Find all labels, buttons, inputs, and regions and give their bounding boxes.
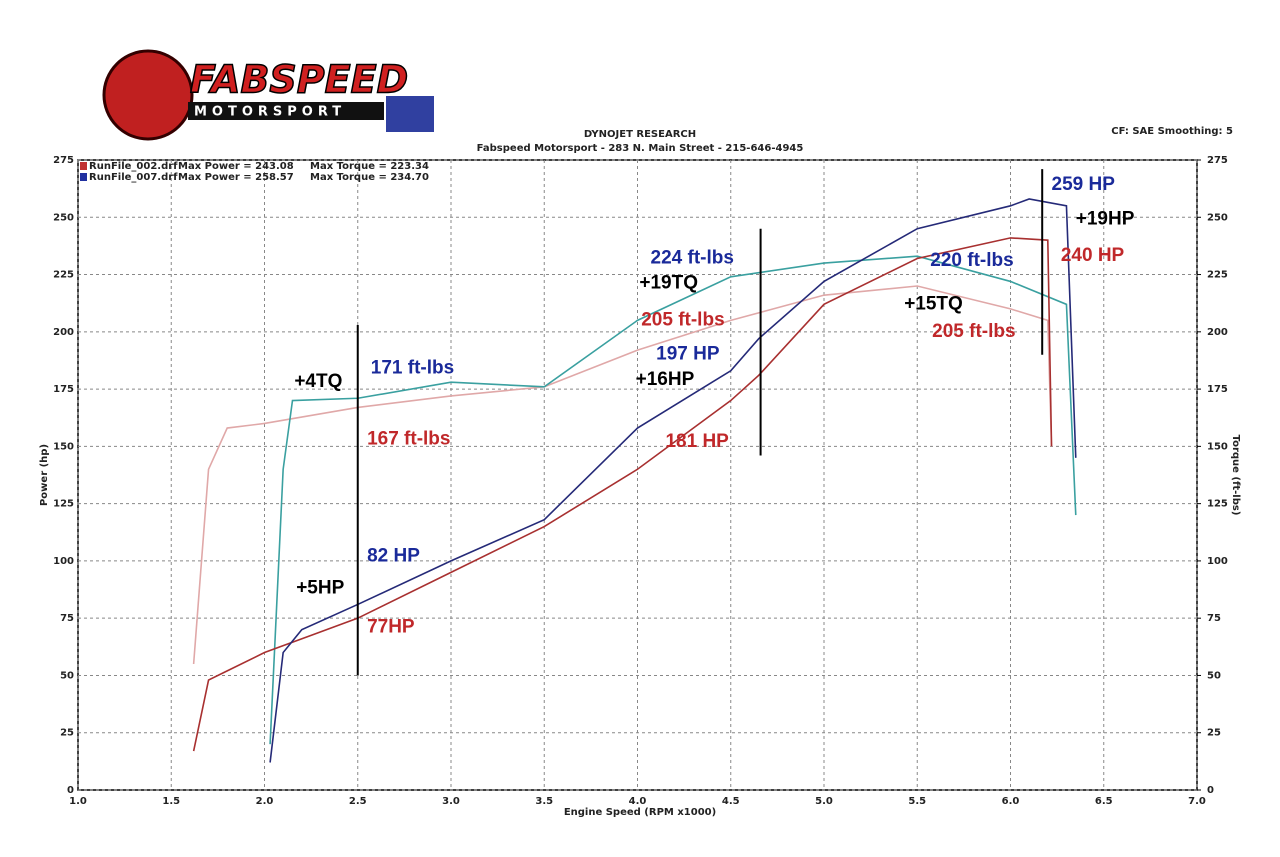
x-tick-label: 3.5 — [535, 796, 553, 807]
y-tick-label: 150 — [53, 441, 74, 452]
subheader: Fabspeed Motorsport - 283 N. Main Street… — [477, 143, 804, 154]
x-tick-label: 4.5 — [722, 796, 740, 807]
legend-swatch — [80, 162, 87, 170]
annotation: 205 ft-lbs — [932, 321, 1015, 342]
y-tick-label: 50 — [60, 670, 74, 681]
legend-power: Max Power = 258.57 — [178, 172, 294, 183]
annotation: 82 HP — [367, 545, 420, 566]
y-axis-label: Power (hp) — [39, 444, 50, 506]
annotation: 181 HP — [665, 431, 729, 452]
x-tick-label: 3.0 — [442, 796, 460, 807]
x-tick-label: 7.0 — [1188, 796, 1206, 807]
y-tick-label: 100 — [53, 556, 74, 567]
logo-flag — [386, 96, 434, 132]
x-tick-label: 2.0 — [256, 796, 274, 807]
legend-swatch — [80, 173, 87, 181]
series-line — [192, 237, 1053, 752]
x-tick-label: 2.5 — [349, 796, 367, 807]
logo: FABSPEED MOTORSPORT — [102, 49, 434, 141]
annotation: 197 HP — [656, 344, 720, 365]
y2-tick-label: 25 — [1207, 728, 1221, 739]
series-line — [269, 198, 1077, 763]
x-tick-label: 5.0 — [815, 796, 833, 807]
logo-sub: MOTORSPORT — [194, 105, 346, 120]
y-tick-label: 25 — [60, 728, 74, 739]
y2-tick-label: 100 — [1207, 556, 1228, 567]
header: DYNOJET RESEARCH — [584, 129, 696, 140]
series-line — [192, 285, 1053, 665]
y2-tick-label: 150 — [1207, 441, 1228, 452]
y2-tick-label: 200 — [1207, 327, 1228, 338]
x-tick-label: 1.5 — [162, 796, 180, 807]
y2-tick-label: 175 — [1207, 384, 1228, 395]
y2-tick-label: 225 — [1207, 270, 1228, 281]
x-tick-label: 5.5 — [908, 796, 926, 807]
y2-tick-label: 250 — [1207, 212, 1228, 223]
legend-torque: Max Torque = 223.34 — [310, 161, 429, 172]
y-tick-label: 75 — [60, 613, 74, 624]
y2-tick-label: 0 — [1207, 785, 1214, 796]
y-tick-label: 175 — [53, 384, 74, 395]
y2-tick-label: 75 — [1207, 613, 1221, 624]
y-tick-label: 125 — [53, 499, 74, 510]
y2-tick-label: 50 — [1207, 670, 1221, 681]
annotation: 259 HP — [1052, 174, 1116, 195]
x-tick-label: 6.5 — [1095, 796, 1113, 807]
legend-torque: Max Torque = 234.70 — [310, 172, 429, 183]
annotation: +15TQ — [904, 293, 963, 314]
x-tick-label: 1.0 — [69, 796, 87, 807]
y2-tick-label: 125 — [1207, 499, 1228, 510]
annotation: +19HP — [1076, 209, 1135, 230]
y-tick-label: 0 — [67, 785, 74, 796]
y-tick-label: 200 — [53, 327, 74, 338]
annotation: +16HP — [636, 369, 695, 390]
y2-axis-label: Torque (ft-lbs) — [1230, 435, 1241, 516]
y-tick-label: 225 — [53, 270, 74, 281]
annotation: 220 ft-lbs — [930, 250, 1013, 271]
settings: CF: SAE Smoothing: 5 — [1111, 126, 1233, 137]
annotation: 205 ft-lbs — [641, 309, 724, 330]
x-axis-label: Engine Speed (RPM x1000) — [564, 807, 716, 818]
x-tick-label: 6.0 — [1002, 796, 1020, 807]
logo-band — [188, 102, 384, 120]
y2-tick-label: 275 — [1207, 155, 1228, 166]
annotation: 167 ft-lbs — [367, 429, 450, 450]
annotation: 224 ft-lbs — [651, 248, 734, 269]
logo-emblem — [102, 49, 194, 141]
legend-file: RunFile_007.drf — [89, 172, 178, 183]
annotation: 171 ft-lbs — [371, 357, 454, 378]
annotation: +4TQ — [294, 371, 342, 392]
y-tick-label: 250 — [53, 212, 74, 223]
annotation: +5HP — [296, 577, 344, 598]
annotation: 77HP — [367, 616, 415, 637]
y-tick-label: 275 — [53, 155, 74, 166]
series-line — [269, 255, 1077, 745]
legend-power: Max Power = 243.08 — [178, 161, 294, 172]
legend-file: RunFile_002.drf — [89, 161, 178, 172]
annotation: +19TQ — [639, 273, 698, 294]
x-tick-label: 4.0 — [629, 796, 647, 807]
logo-name: FABSPEED — [190, 58, 408, 102]
annotation: 240 HP — [1061, 245, 1125, 266]
